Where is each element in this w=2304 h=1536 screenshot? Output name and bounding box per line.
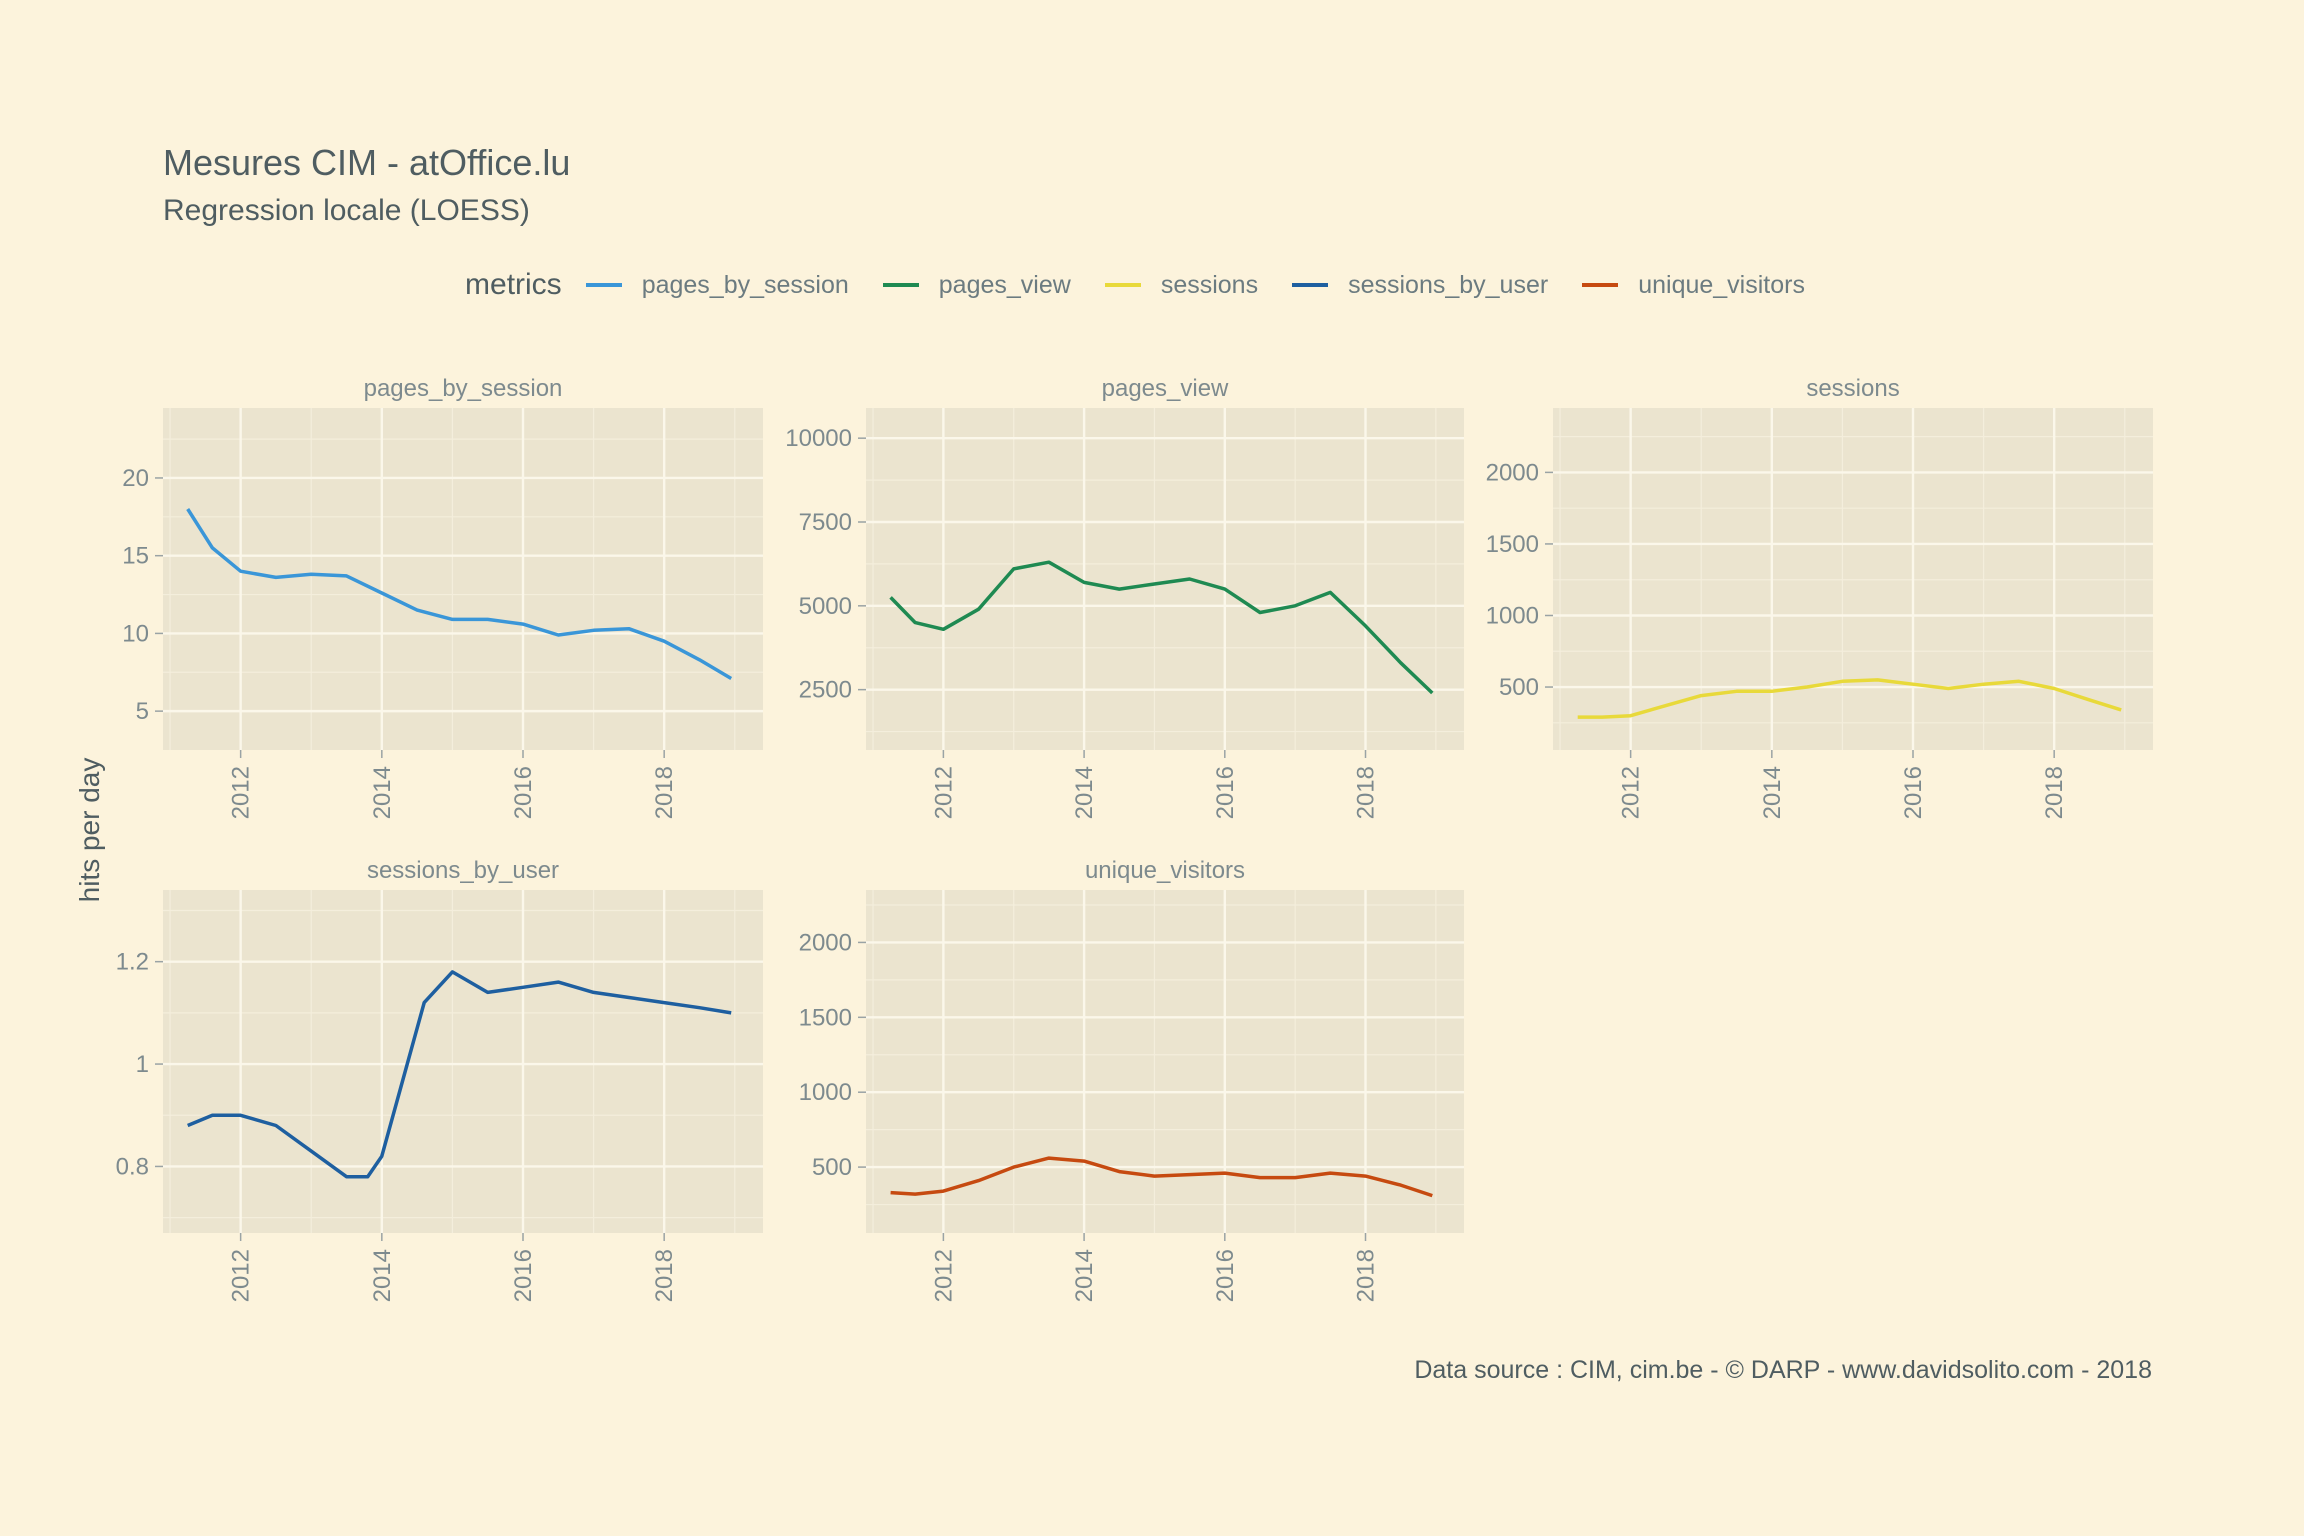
y-tick-label: 5000 [799,593,852,620]
legend-item-pages-view: pages_view [882,270,1071,300]
x-tick-label: 2016 [1212,766,1239,819]
x-tick-label: 2012 [930,766,957,819]
y-tick-label: 1000 [1486,602,1539,629]
y-tick-label: 5 [136,698,149,725]
x-tick-label: 2014 [1071,766,1098,819]
x-tick-label: 2012 [930,1249,957,1302]
legend-key [1582,283,1619,287]
facet-strip-label: pages_by_session [364,375,563,402]
y-tick-label: 2500 [799,677,852,704]
legend-label: sessions [1160,270,1259,299]
x-tick-label: 2016 [1212,1249,1239,1302]
facet-strip-label: unique_visitors [1085,857,1245,884]
y-tick-label: 500 [812,1154,852,1181]
loess-line-pages-by-session [186,508,733,681]
loess-line-unique-visitors [890,1156,1433,1198]
loess-line-pages-view [889,560,1434,695]
panel-background [163,408,763,750]
y-tick-label: 10 [122,620,149,647]
y-tick-label: 7500 [799,509,852,536]
x-tick-label: 2018 [2041,766,2068,819]
y-tick-label: 2000 [799,929,852,956]
x-tick-label: 2016 [510,1249,537,1302]
y-tick-label: 10000 [785,425,852,452]
legend-label: sessions_by_user [1348,270,1549,299]
panel-unique-visitors: 500 1000 1500 2000 2012 2014 2016 2018 unique_vi… [799,857,1464,1302]
legend-item-unique-visitors: unique_visitors [1582,271,1805,300]
panel-pages-view: 2500 5000 7500 10000 2012 2014 2016 2018 pages_v… [785,375,1464,819]
chart-subtitle: Regression locale (LOESS) [163,194,530,227]
caption: Data source : CIM, cim.be - © DARP - www… [1414,1356,2152,1384]
loess-line-sessions [1577,678,2122,719]
panel-pages-by-session: 5 10 15 20 2012 2014 2016 2018 pages_by_session [122,375,763,819]
y-tick-label: 1 [136,1051,149,1078]
facet-strip-label: sessions_by_user [367,857,559,884]
x-tick-label: 2016 [510,766,537,819]
y-tick-label: 500 [1499,674,1539,701]
x-tick-label: 2014 [1071,1249,1098,1302]
panel-sessions-by-user: 0.8 1 1.2 2012 2014 2016 2018 sessions_by_user [116,857,763,1302]
x-tick-label: 2014 [1759,766,1786,819]
legend-label: unique_visitors [1638,270,1805,299]
panel-background [866,408,1464,750]
legend: metrics pages_by_session pages_view sess… [0,268,2304,302]
x-tick-label: 2012 [228,766,255,819]
legend-item-sessions-by-user: sessions_by_user [1292,271,1548,300]
y-tick-label: 1.2 [116,949,149,976]
y-tick-label: 1500 [1486,531,1539,558]
facet-strip-label: pages_view [1102,375,1229,402]
panel-sessions: 500 1000 1500 2000 2012 2014 2016 2018 sessions [1486,375,2153,819]
x-tick-label: 2012 [1618,766,1645,819]
y-tick-label: 0.8 [116,1153,149,1180]
facet-strip-label: sessions [1806,375,1899,402]
x-tick-label: 2014 [369,1249,396,1302]
legend-label: pages_by_session [641,270,849,299]
x-tick-label: 2018 [651,1249,678,1302]
legend-key [882,283,919,287]
y-tick-label: 1000 [799,1079,852,1106]
loess-line-sessions-by-user [187,970,732,1179]
legend-item-pages-by-session: pages_by_session [585,270,849,300]
legend-title: metrics [465,268,562,301]
legend-key [1104,283,1141,287]
y-tick-label: 1500 [799,1004,852,1031]
panel-background [163,890,763,1233]
x-tick-label: 2016 [1900,766,1927,819]
x-tick-label: 2018 [651,766,678,819]
y-tick-label: 20 [122,465,149,492]
x-tick-label: 2018 [1353,766,1380,819]
panel-background [1553,408,2153,750]
x-tick-label: 2018 [1353,1249,1380,1302]
legend-label: pages_view [938,270,1071,299]
y-tick-label: 2000 [1486,459,1539,486]
x-tick-label: 2012 [228,1249,255,1302]
chart-title: Mesures CIM - atOffice.lu [163,142,571,183]
legend-item-sessions: sessions [1104,270,1259,300]
legend-key [1292,283,1329,287]
y-tick-label: 15 [122,543,149,570]
legend-key [585,283,622,287]
x-tick-label: 2014 [369,766,396,819]
